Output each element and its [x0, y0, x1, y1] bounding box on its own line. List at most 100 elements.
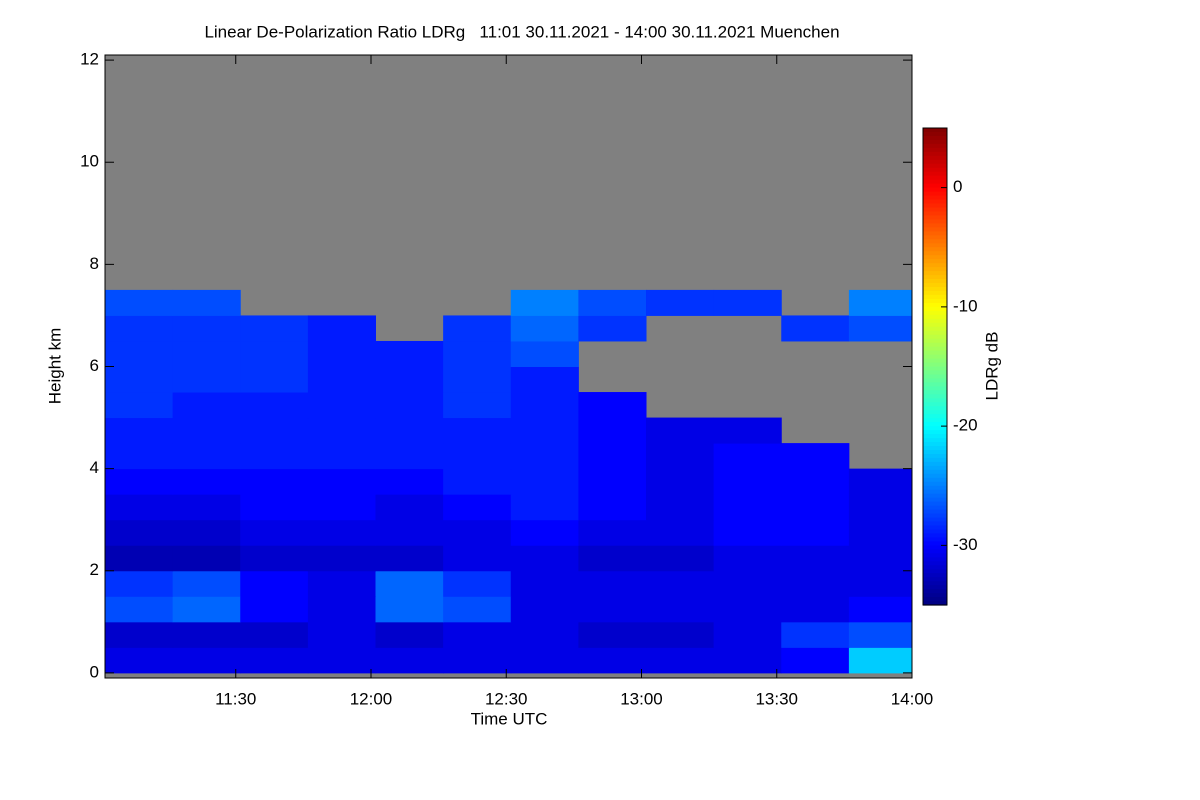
heatmap-cell	[375, 392, 444, 419]
colorbar-swatch	[923, 517, 947, 523]
heatmap-cell	[781, 570, 850, 597]
x-tick-label: 13:30	[755, 689, 798, 708]
heatmap-cell	[307, 545, 377, 572]
heatmap-cell	[578, 494, 647, 521]
heatmap-cell	[172, 315, 241, 342]
heatmap-cell	[713, 443, 782, 470]
heatmap-cell	[375, 494, 444, 521]
colorbar-swatch	[923, 215, 947, 221]
heatmap-cell	[713, 596, 782, 623]
colorbar-swatch	[923, 350, 947, 356]
colorbar-swatch	[923, 235, 947, 240]
colorbar-tick-label: 0	[953, 177, 962, 196]
heatmap-cell	[240, 443, 309, 470]
heatmap-cell	[443, 545, 512, 572]
heatmap-cell	[578, 468, 647, 495]
y-axis-label: Height km	[45, 328, 64, 405]
heatmap-cell	[172, 289, 241, 316]
colorbar-swatch	[923, 294, 947, 300]
heatmap-cell	[781, 494, 850, 521]
heatmap-cell	[172, 443, 241, 470]
heatmap-cell	[307, 621, 377, 648]
chart-title: Linear De-Polarization Ratio LDRg 11:01 …	[204, 22, 839, 41]
colorbar-swatch	[923, 442, 947, 447]
colorbar-swatch	[923, 577, 947, 582]
heatmap-cell	[375, 647, 444, 674]
colorbar-swatch	[923, 151, 947, 157]
colorbar-swatch	[923, 175, 947, 181]
colorbar-swatch	[923, 513, 947, 519]
colorbar-swatch	[923, 561, 947, 566]
colorbar-swatch	[923, 430, 947, 435]
heatmap-cell	[240, 545, 309, 572]
heatmap-cell	[375, 366, 444, 393]
y-tick-label: 2	[90, 560, 99, 579]
heatmap-cell	[781, 621, 850, 648]
heatmap-cell	[240, 340, 309, 367]
heatmap-cell	[172, 596, 241, 623]
heatmap-cell	[443, 647, 512, 674]
heatmap-cell	[646, 570, 715, 597]
colorbar-swatch	[923, 414, 947, 419]
colorbar-swatch	[923, 398, 947, 403]
y-tick-label: 6	[90, 356, 99, 375]
heatmap-cell	[443, 468, 512, 495]
heatmap-cell	[375, 519, 444, 546]
colorbar-swatch	[923, 251, 947, 256]
heatmap-cell	[510, 289, 579, 316]
cells	[105, 289, 912, 674]
heatmap-cell	[510, 468, 579, 495]
heatmap-cell	[375, 340, 444, 367]
colorbar-swatch	[923, 334, 947, 340]
heatmap-cell	[848, 289, 912, 316]
colorbar-swatch	[923, 370, 947, 376]
heatmap-cell	[646, 545, 715, 572]
colorbar-swatch	[923, 227, 947, 232]
colorbar-swatch	[923, 139, 947, 145]
heatmap-cell	[713, 417, 782, 444]
heatmap-cell	[510, 596, 579, 623]
y-tick-label: 8	[90, 254, 99, 273]
colorbar-swatch	[923, 573, 947, 578]
colorbar-swatch	[923, 378, 947, 383]
heatmap-cell	[713, 545, 782, 572]
heatmap-cell	[510, 494, 579, 521]
colorbar-swatch	[923, 338, 947, 344]
colorbar-swatch	[923, 529, 947, 535]
colorbar-swatch	[923, 390, 947, 395]
colorbar-swatch	[923, 438, 947, 443]
heatmap-cell	[848, 596, 912, 623]
heatmap-cell	[105, 417, 174, 444]
colorbar-swatch	[923, 449, 947, 455]
colorbar-swatch	[923, 330, 947, 336]
colorbar-swatch	[923, 601, 947, 606]
y-tick-label: 12	[80, 50, 99, 69]
colorbar-swatch	[923, 521, 947, 527]
colorbar-swatch	[923, 501, 947, 507]
x-tick-label: 13:00	[620, 689, 663, 708]
colorbar-swatch	[923, 509, 947, 515]
colorbar-swatch	[923, 525, 947, 531]
colorbar-swatch	[923, 465, 947, 471]
heatmap-cell	[172, 545, 241, 572]
colorbar-swatch	[923, 545, 947, 550]
heatmap-cell	[578, 647, 647, 674]
colorbar-swatch	[923, 569, 947, 574]
colorbar-swatch	[923, 342, 947, 348]
heatmap-cell	[307, 570, 377, 597]
heatmap-cell	[105, 315, 174, 342]
heatmap-cell	[375, 417, 444, 444]
heatmap-cell	[713, 519, 782, 546]
heatmap-cell	[307, 596, 377, 623]
colorbar-swatch	[923, 211, 947, 217]
heatmap-cell	[307, 366, 377, 393]
colorbar-swatch	[923, 386, 947, 391]
colorbar-swatch	[923, 461, 947, 467]
heatmap-cell	[240, 366, 309, 393]
heatmap-cell	[375, 621, 444, 648]
heatmap-cell	[443, 443, 512, 470]
colorbar-swatch	[923, 469, 947, 475]
heatmap-cell	[713, 494, 782, 521]
x-tick-label: 11:30	[215, 689, 256, 708]
